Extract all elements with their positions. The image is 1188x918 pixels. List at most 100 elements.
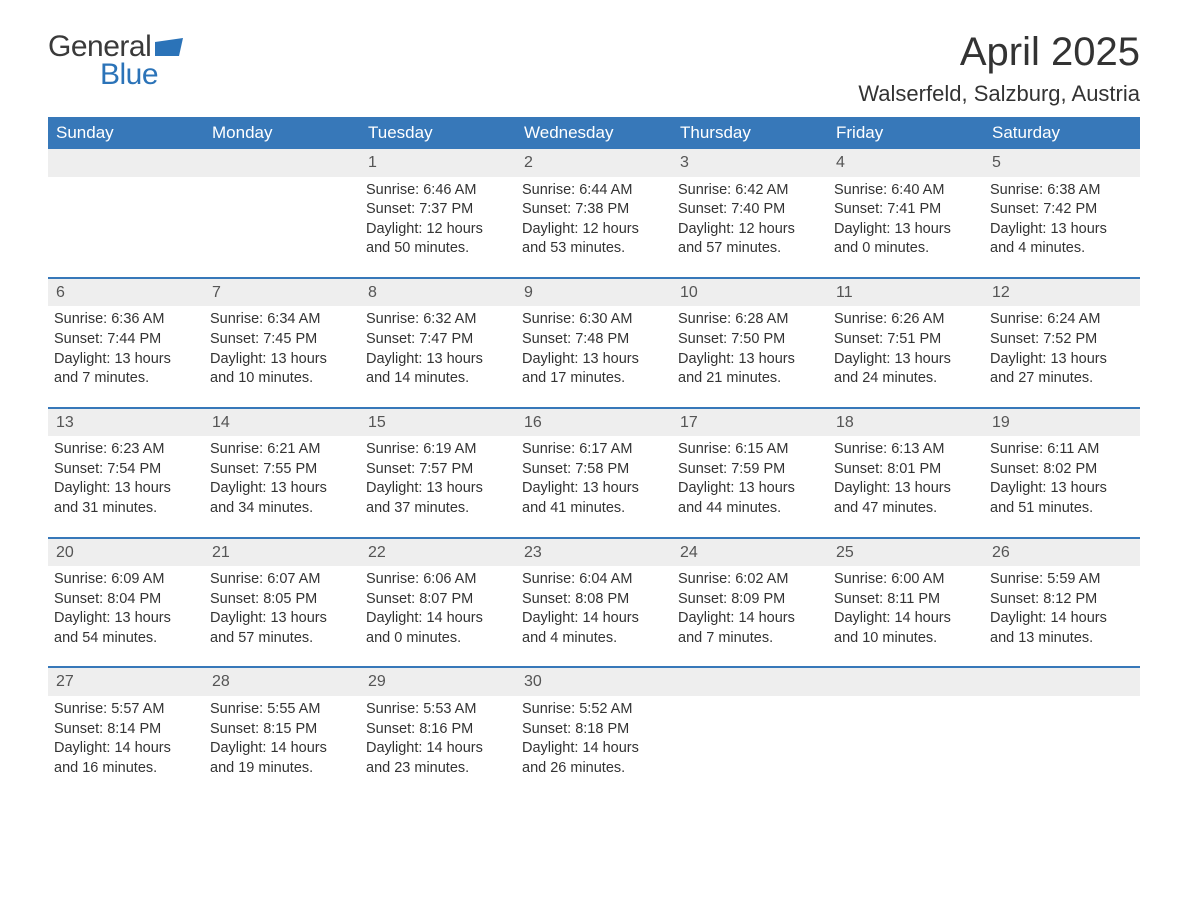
- empty-cell: [672, 696, 828, 796]
- sunset-text: Sunset: 7:37 PM: [366, 200, 510, 220]
- month-title: April 2025: [858, 30, 1140, 75]
- empty-cell: [828, 667, 984, 696]
- daylight-text: Daylight: 13 hours: [366, 479, 510, 499]
- day-cell: Sunrise: 5:59 AMSunset: 8:12 PMDaylight:…: [984, 566, 1140, 667]
- day-number: 28: [204, 667, 360, 696]
- daylight-text: Daylight: 13 hours: [834, 220, 978, 240]
- sunrise-text: Sunrise: 6:11 AM: [990, 440, 1134, 460]
- empty-cell: [48, 177, 204, 278]
- daylight-text: and 10 minutes.: [834, 629, 978, 649]
- sunrise-text: Sunrise: 6:02 AM: [678, 570, 822, 590]
- day-number: 20: [48, 538, 204, 567]
- sunset-text: Sunset: 7:47 PM: [366, 330, 510, 350]
- day-number: 21: [204, 538, 360, 567]
- sunset-text: Sunset: 7:57 PM: [366, 460, 510, 480]
- sunset-text: Sunset: 7:42 PM: [990, 200, 1134, 220]
- calendar-table: SundayMondayTuesdayWednesdayThursdayFrid…: [48, 117, 1140, 796]
- day-number: 5: [984, 149, 1140, 177]
- sunrise-text: Sunrise: 6:42 AM: [678, 181, 822, 201]
- weekday-header: Tuesday: [360, 117, 516, 149]
- sunrise-text: Sunrise: 6:28 AM: [678, 310, 822, 330]
- sunset-text: Sunset: 7:55 PM: [210, 460, 354, 480]
- sunrise-text: Sunrise: 6:00 AM: [834, 570, 978, 590]
- weekday-header: Monday: [204, 117, 360, 149]
- daylight-text: Daylight: 13 hours: [210, 609, 354, 629]
- weekday-header: Friday: [828, 117, 984, 149]
- sunrise-text: Sunrise: 6:06 AM: [366, 570, 510, 590]
- day-cell: Sunrise: 6:21 AMSunset: 7:55 PMDaylight:…: [204, 436, 360, 537]
- sunset-text: Sunset: 8:04 PM: [54, 590, 198, 610]
- daylight-text: and 41 minutes.: [522, 499, 666, 519]
- day-number: 3: [672, 149, 828, 177]
- day-cell: Sunrise: 6:44 AMSunset: 7:38 PMDaylight:…: [516, 177, 672, 278]
- daylight-text: Daylight: 14 hours: [54, 739, 198, 759]
- sunrise-text: Sunrise: 6:40 AM: [834, 181, 978, 201]
- daylight-text: Daylight: 13 hours: [990, 479, 1134, 499]
- daylight-text: Daylight: 14 hours: [210, 739, 354, 759]
- sunset-text: Sunset: 7:41 PM: [834, 200, 978, 220]
- daylight-text: and 50 minutes.: [366, 239, 510, 259]
- day-cell: Sunrise: 6:32 AMSunset: 7:47 PMDaylight:…: [360, 306, 516, 407]
- sunrise-text: Sunrise: 6:32 AM: [366, 310, 510, 330]
- location-subtitle: Walserfeld, Salzburg, Austria: [858, 81, 1140, 107]
- day-cell: Sunrise: 6:15 AMSunset: 7:59 PMDaylight:…: [672, 436, 828, 537]
- page-header: General Blue April 2025 Walserfeld, Salz…: [48, 30, 1140, 107]
- day-number: 15: [360, 408, 516, 437]
- day-cell: Sunrise: 6:24 AMSunset: 7:52 PMDaylight:…: [984, 306, 1140, 407]
- day-number: 2: [516, 149, 672, 177]
- sunrise-text: Sunrise: 6:13 AM: [834, 440, 978, 460]
- sunrise-text: Sunrise: 5:55 AM: [210, 700, 354, 720]
- day-cell: Sunrise: 6:42 AMSunset: 7:40 PMDaylight:…: [672, 177, 828, 278]
- day-cell: Sunrise: 6:11 AMSunset: 8:02 PMDaylight:…: [984, 436, 1140, 537]
- sunrise-text: Sunrise: 6:07 AM: [210, 570, 354, 590]
- day-cell: Sunrise: 6:28 AMSunset: 7:50 PMDaylight:…: [672, 306, 828, 407]
- day-cell: Sunrise: 6:19 AMSunset: 7:57 PMDaylight:…: [360, 436, 516, 537]
- daylight-text: and 0 minutes.: [366, 629, 510, 649]
- day-number-row: 27282930: [48, 667, 1140, 696]
- daylight-text: Daylight: 14 hours: [522, 609, 666, 629]
- sunrise-text: Sunrise: 6:21 AM: [210, 440, 354, 460]
- daylight-text: and 57 minutes.: [678, 239, 822, 259]
- sunrise-text: Sunrise: 6:34 AM: [210, 310, 354, 330]
- day-cell: Sunrise: 6:26 AMSunset: 7:51 PMDaylight:…: [828, 306, 984, 407]
- daylight-text: Daylight: 14 hours: [366, 609, 510, 629]
- day-content-row: Sunrise: 5:57 AMSunset: 8:14 PMDaylight:…: [48, 696, 1140, 796]
- day-number: 17: [672, 408, 828, 437]
- sunset-text: Sunset: 7:50 PM: [678, 330, 822, 350]
- daylight-text: Daylight: 13 hours: [990, 220, 1134, 240]
- day-cell: Sunrise: 6:09 AMSunset: 8:04 PMDaylight:…: [48, 566, 204, 667]
- weekday-header: Saturday: [984, 117, 1140, 149]
- sunrise-text: Sunrise: 6:17 AM: [522, 440, 666, 460]
- empty-cell: [48, 149, 204, 177]
- daylight-text: Daylight: 12 hours: [678, 220, 822, 240]
- sunset-text: Sunset: 8:01 PM: [834, 460, 978, 480]
- daylight-text: Daylight: 13 hours: [522, 350, 666, 370]
- daylight-text: Daylight: 13 hours: [366, 350, 510, 370]
- sunrise-text: Sunrise: 6:24 AM: [990, 310, 1134, 330]
- sunset-text: Sunset: 8:02 PM: [990, 460, 1134, 480]
- day-number: 27: [48, 667, 204, 696]
- sunset-text: Sunset: 7:44 PM: [54, 330, 198, 350]
- daylight-text: and 31 minutes.: [54, 499, 198, 519]
- daylight-text: and 4 minutes.: [990, 239, 1134, 259]
- daylight-text: Daylight: 13 hours: [210, 479, 354, 499]
- daylight-text: and 23 minutes.: [366, 759, 510, 779]
- sunset-text: Sunset: 8:07 PM: [366, 590, 510, 610]
- day-number: 7: [204, 278, 360, 307]
- day-cell: Sunrise: 5:57 AMSunset: 8:14 PMDaylight:…: [48, 696, 204, 796]
- day-number: 18: [828, 408, 984, 437]
- sunset-text: Sunset: 8:11 PM: [834, 590, 978, 610]
- sunset-text: Sunset: 7:45 PM: [210, 330, 354, 350]
- daylight-text: Daylight: 14 hours: [522, 739, 666, 759]
- daylight-text: Daylight: 14 hours: [366, 739, 510, 759]
- sunrise-text: Sunrise: 6:04 AM: [522, 570, 666, 590]
- daylight-text: and 7 minutes.: [678, 629, 822, 649]
- daylight-text: Daylight: 14 hours: [990, 609, 1134, 629]
- daylight-text: Daylight: 13 hours: [990, 350, 1134, 370]
- day-cell: Sunrise: 6:13 AMSunset: 8:01 PMDaylight:…: [828, 436, 984, 537]
- daylight-text: and 53 minutes.: [522, 239, 666, 259]
- daylight-text: Daylight: 14 hours: [834, 609, 978, 629]
- day-cell: Sunrise: 6:34 AMSunset: 7:45 PMDaylight:…: [204, 306, 360, 407]
- day-content-row: Sunrise: 6:36 AMSunset: 7:44 PMDaylight:…: [48, 306, 1140, 407]
- sunrise-text: Sunrise: 6:26 AM: [834, 310, 978, 330]
